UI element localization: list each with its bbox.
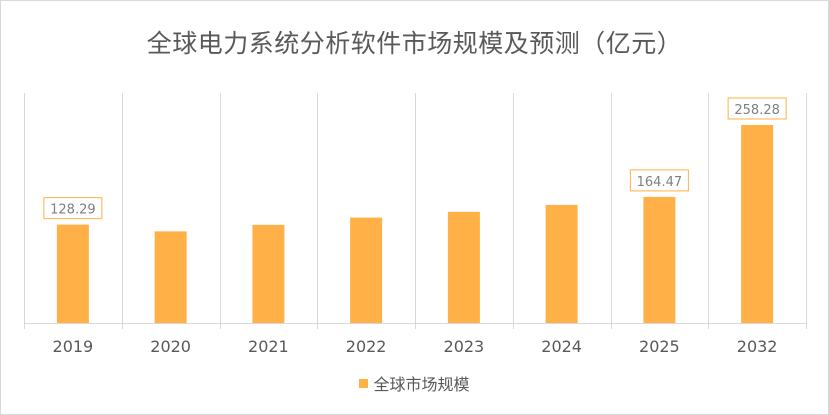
data-label-box [43, 197, 103, 220]
x-tick-label: 2022 [346, 337, 387, 356]
bar-2032 [741, 124, 774, 323]
bar-2021 [252, 224, 285, 323]
data-label: 164.47 [629, 169, 689, 192]
data-label-text: 164.47 [637, 175, 683, 190]
data-labels: 128.29 164.47 258.28 [43, 97, 787, 220]
data-label: 128.29 [43, 197, 103, 220]
x-tick-label: 2021 [248, 337, 289, 356]
x-tick-label: 2025 [639, 337, 680, 356]
data-label-box [629, 169, 689, 192]
data-label-text: 128.29 [50, 203, 96, 218]
bars [56, 124, 774, 323]
bar-2024 [545, 204, 578, 323]
chart-title: 全球电力系统分析软件市场规模及预测（亿元） [146, 29, 683, 58]
data-label-text: 258.28 [734, 103, 780, 118]
legend-label: 全球市场规模 [373, 375, 470, 394]
x-tick-labels: 2019 2020 2021 2022 2023 2024 2025 2032 [53, 337, 778, 356]
data-label: 258.28 [727, 97, 787, 120]
bar-2022 [350, 217, 383, 323]
x-tick-label: 2032 [737, 337, 778, 356]
legend-swatch [359, 378, 369, 388]
x-tick-label: 2019 [53, 337, 94, 356]
bar-2023 [447, 211, 480, 323]
data-label-box [727, 97, 787, 120]
x-tick-label: 2020 [150, 337, 191, 356]
legend: 全球市场规模 [0, 371, 829, 395]
bar-2020 [154, 231, 187, 323]
x-tick-label: 2024 [541, 337, 582, 356]
bar-2025 [643, 196, 676, 323]
grid-lines [24, 93, 807, 329]
bar-2019 [56, 224, 89, 323]
x-tick-label: 2023 [444, 337, 485, 356]
